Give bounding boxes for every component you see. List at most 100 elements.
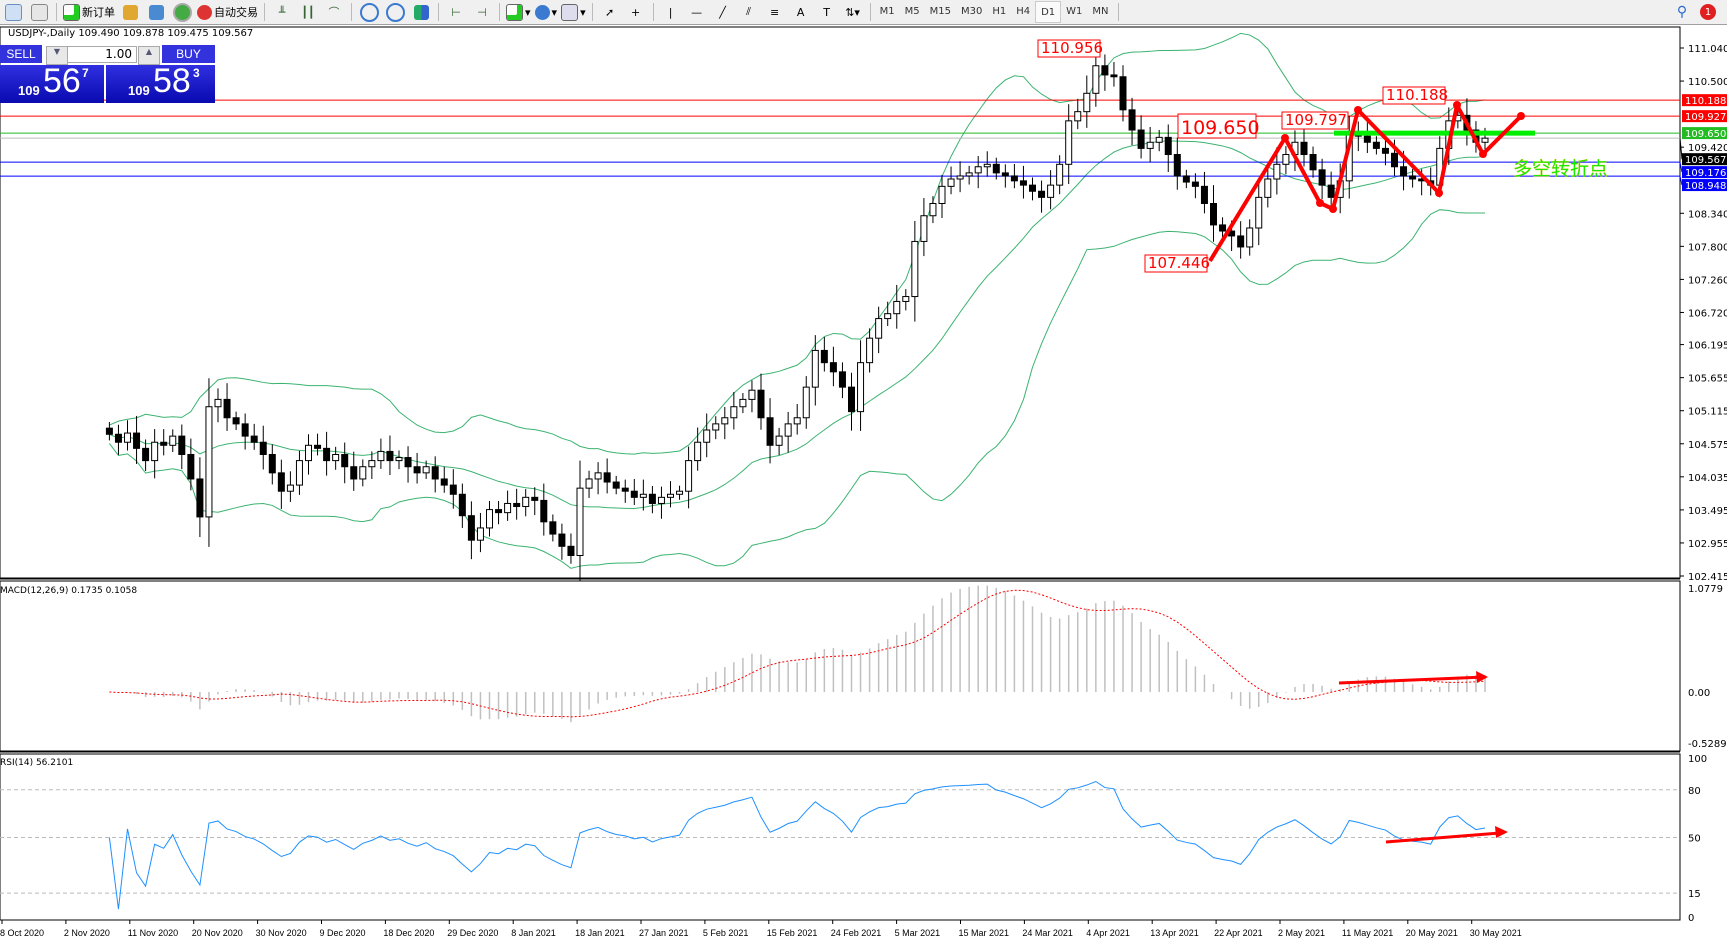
vertical-line-icon: |: [668, 5, 673, 19]
new-order-button[interactable]: 新订单: [63, 2, 115, 22]
auto-scroll-button[interactable]: ⊢: [445, 2, 467, 22]
candle: [1137, 115, 1145, 159]
signals-button[interactable]: [171, 2, 193, 22]
date-tick-label: 30 May 2021: [1470, 928, 1522, 938]
periods-button[interactable]: ▾: [534, 2, 557, 22]
bear-candle-body: [603, 472, 611, 483]
trendline-button[interactable]: ╱: [712, 2, 734, 22]
bear-candle-body: [386, 450, 394, 462]
tile-windows-button[interactable]: [410, 2, 432, 22]
crosshair-button[interactable]: +: [625, 2, 647, 22]
bear-candle-body: [549, 521, 557, 535]
zoom-in-button[interactable]: [358, 2, 380, 22]
text-label-button[interactable]: T: [816, 2, 838, 22]
bear-candle-body: [241, 423, 249, 437]
price-tick-label: 105.115: [1688, 407, 1727, 418]
candle: [902, 289, 910, 311]
channel-button[interactable]: ⫽: [738, 2, 760, 22]
candle: [214, 388, 222, 423]
timeframe-m1[interactable]: M1: [879, 5, 895, 17]
new-order-label: 新订单: [82, 6, 115, 19]
candle: [956, 161, 964, 193]
terminal-button[interactable]: [145, 2, 167, 22]
price-label-box: [1281, 111, 1349, 130]
lot-size-input[interactable]: 1.00: [67, 46, 137, 63]
price-label: 110.188: [1386, 86, 1448, 104]
bar-chart-button[interactable]: ╨: [271, 2, 293, 22]
bear-candle-body: [323, 447, 331, 462]
timeframe-m15[interactable]: M15: [929, 5, 951, 17]
chart-canvas[interactable]: 111.040 110.500 109.420 108.340 107.800 107.2…: [0, 25, 1727, 942]
zoom-search-button[interactable]: [28, 2, 50, 22]
horizontal-line-button[interactable]: —: [686, 2, 708, 22]
zigzag-arrow: [1481, 114, 1523, 156]
line-chart-button[interactable]: ⌒: [323, 2, 345, 22]
timeframe-d1[interactable]: D1: [1035, 1, 1062, 23]
arrows-button[interactable]: ⇅▾: [842, 2, 864, 22]
bear-candle-body: [458, 493, 466, 517]
sell-price[interactable]: 109 56 7: [0, 62, 104, 103]
price-tick-label: 105.655: [1688, 374, 1727, 385]
date-tick-label: 11 May 2021: [1342, 928, 1393, 938]
templates-button[interactable]: ▾: [561, 2, 586, 22]
timeframe-w1[interactable]: W1: [1066, 5, 1083, 17]
candle: [630, 478, 638, 505]
candle: [594, 462, 602, 495]
bull-candle-body: [585, 478, 593, 489]
lot-increase-button[interactable]: ▲: [138, 46, 160, 65]
bollinger-middle: [109, 140, 1486, 510]
candle: [286, 471, 294, 502]
bear-candle-body: [223, 398, 231, 419]
candle: [730, 391, 738, 430]
profiles-button[interactable]: [2, 2, 24, 22]
template-icon: [561, 3, 579, 21]
indicators-button[interactable]: ▾: [506, 2, 531, 22]
buy-price-fraction: 3: [193, 66, 200, 80]
candle: [1200, 171, 1208, 214]
price-tick-label: 104.035: [1688, 473, 1727, 484]
timeframe-h1[interactable]: H1: [992, 5, 1007, 17]
separator: [56, 3, 57, 21]
buy-button[interactable]: BUY: [162, 45, 215, 63]
toolbar: 新订单 自动交易 ╨ ┃┃ ⌒ ⊢ ⊣ ▾ ▾ ▾ ➚ + | — ╱ ⫽ ≡ …: [0, 0, 1727, 25]
bull-candle-body: [739, 398, 747, 408]
notifications-button[interactable]: 1: [1697, 2, 1719, 22]
timeframe-h4[interactable]: H4: [1016, 5, 1031, 17]
add-indicator-icon: [506, 3, 523, 21]
date-tick-label: 8 Jan 2021: [511, 928, 556, 938]
bull-candle-body: [476, 527, 484, 541]
candle: [1381, 139, 1389, 166]
vertical-line-button[interactable]: |: [660, 2, 682, 22]
chart-shift-button[interactable]: ⊣: [471, 2, 493, 22]
fibonacci-icon: ≡: [769, 5, 780, 19]
cursor-button[interactable]: ➚: [599, 2, 621, 22]
bear-candle-body: [1327, 184, 1335, 198]
bear-candle-body: [133, 432, 141, 449]
bull-candle-body: [169, 435, 177, 446]
zoom-out-button[interactable]: [384, 2, 406, 22]
timeframe-mn[interactable]: MN: [1092, 5, 1109, 17]
auto-trading-button[interactable]: 自动交易: [197, 2, 258, 22]
sell-price-big: 109: [18, 83, 40, 98]
bull-candle-body: [504, 502, 512, 514]
sell-button[interactable]: SELL: [0, 45, 42, 63]
search-button[interactable]: ⚲: [1671, 2, 1693, 22]
metaeditor-button[interactable]: [119, 2, 141, 22]
text-button[interactable]: A: [790, 2, 812, 22]
price-label: 110.956: [1041, 39, 1103, 57]
candlestick-button[interactable]: ┃┃: [297, 2, 319, 22]
bull-candle-body: [676, 490, 684, 495]
buy-price[interactable]: 109 58 3: [106, 62, 215, 103]
candle: [766, 398, 774, 464]
bear-candle-body: [1110, 74, 1118, 78]
bear-candle-body: [1001, 172, 1009, 177]
bear-candle-body: [1029, 184, 1036, 192]
timeframe-m5[interactable]: M5: [904, 5, 920, 17]
bear-candle-body: [142, 447, 150, 462]
fibonacci-button[interactable]: ≡: [764, 2, 786, 22]
tile-icon: [413, 4, 429, 20]
timeframe-m30[interactable]: M30: [960, 5, 983, 17]
candle: [775, 427, 783, 456]
bear-candle-body: [196, 478, 204, 518]
candle: [667, 481, 674, 508]
